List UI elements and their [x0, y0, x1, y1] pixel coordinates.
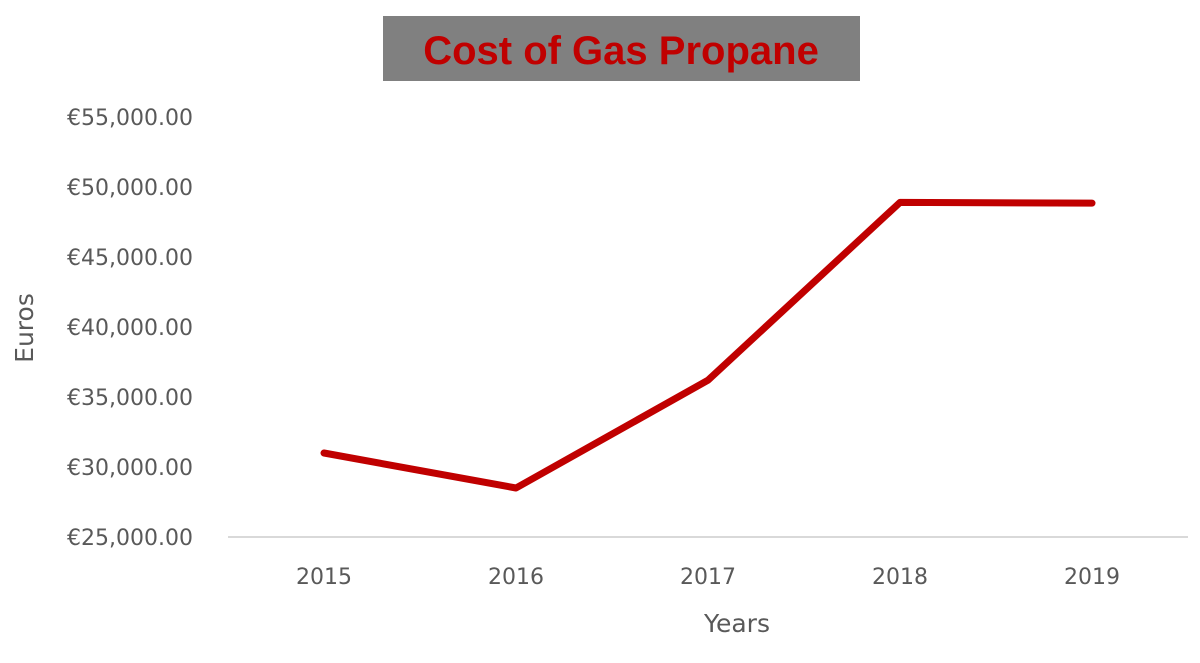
y-tick-label: €25,000.00: [67, 526, 193, 551]
series-group: [320, 198, 1096, 492]
x-axis-tick-labels: 2015 2016 2017 2018 2019: [296, 565, 1120, 590]
x-tick-label: 2019: [1064, 565, 1120, 590]
y-axis-title: Euros: [10, 293, 39, 363]
y-axis-tick-labels: €25,000.00 €30,000.00 €35,000.00 €40,000.00…: [67, 106, 193, 551]
y-tick-label: €40,000.00: [67, 316, 193, 341]
chart-title-background: [383, 16, 860, 81]
x-tick-label: 2018: [872, 565, 928, 590]
x-axis-title: Years: [703, 609, 770, 638]
y-tick-label: €30,000.00: [67, 456, 193, 481]
y-tick-label: €55,000.00: [67, 106, 193, 131]
y-tick-label: €45,000.00: [67, 246, 193, 271]
series-line: [320, 198, 1096, 492]
y-tick-label: €35,000.00: [67, 386, 193, 411]
y-tick-label: €50,000.00: [67, 176, 193, 201]
chart-title: Cost of Gas Propane: [423, 29, 819, 73]
x-tick-label: 2015: [296, 565, 352, 590]
x-tick-label: 2017: [680, 565, 736, 590]
chart-title-group: Cost of Gas Propane: [383, 16, 860, 81]
x-tick-label: 2016: [488, 565, 544, 590]
